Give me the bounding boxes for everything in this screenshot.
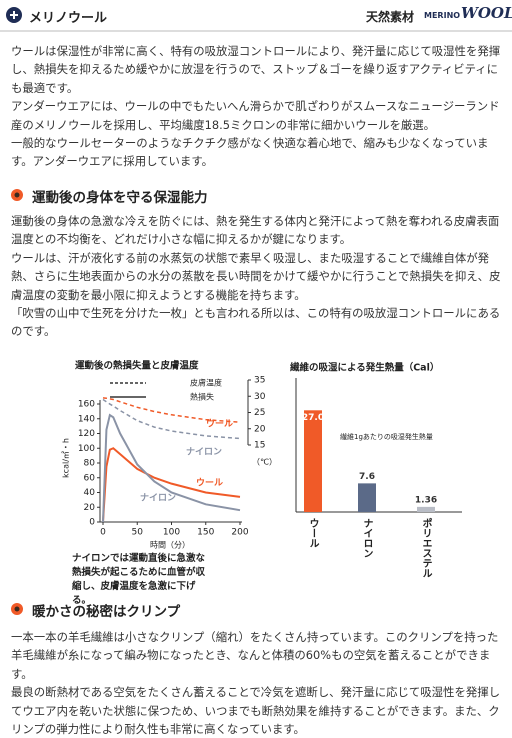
bar <box>304 410 322 512</box>
section-heading: 暖かさの秘密はクリンプ <box>32 604 181 620</box>
series-label: ウール <box>206 419 233 430</box>
y2-tick-label: 25 <box>254 408 265 418</box>
header-title: メリノウール <box>29 11 108 26</box>
bar <box>417 506 435 512</box>
y-axis-label: kcal/㎡・h <box>62 438 71 478</box>
value-label: 7.6 <box>359 472 375 482</box>
chart-note: ナイロンでは運動直後に急激な熱損失が起こるために血管が収縮し、皮膚温度を急激に下… <box>72 553 206 606</box>
section-icon-dot <box>14 192 20 198</box>
x-tick-label: 100 <box>163 528 180 538</box>
paragraph: 運動後の身体の急激な冷えを防ぐには、熱を発生する体内と発汗によって熱を奪われる皮… <box>11 214 500 247</box>
category-label: ナイロン <box>361 518 373 558</box>
series-line <box>102 413 241 523</box>
x-tick-label: 200 <box>231 528 248 538</box>
y2-tick-label: 20 <box>254 424 266 434</box>
legend-label: 熱損失 <box>190 392 214 402</box>
section-heading: 運動後の身体を守る保湿能力 <box>32 190 208 206</box>
y-tick-label: 20 <box>84 503 96 513</box>
category-label: ポリエステル <box>420 517 432 578</box>
y-tick-label: 100 <box>78 444 95 454</box>
chart-title: 繊維の吸湿による発生熱量（Cal） <box>290 362 439 374</box>
series-line <box>102 447 241 523</box>
y2-tick-label: 35 <box>254 376 265 386</box>
legend-label: 皮膚温度 <box>190 378 222 388</box>
y2-tick-label: 30 <box>254 392 266 402</box>
category-label: ウール <box>307 518 319 548</box>
section-icon-dot <box>14 606 20 612</box>
section-body: 一本一本の羊毛繊維は小さなクリンプ（縮れ）をたくさん持っています。このクリンプを… <box>11 628 503 738</box>
series-line <box>102 398 241 440</box>
y-tick-label: 80 <box>84 459 96 469</box>
y-tick-label: 120 <box>78 429 95 439</box>
y-tick-label: 160 <box>78 400 95 410</box>
x-tick-label: 150 <box>197 528 214 538</box>
y-tick-label: 0 <box>89 518 95 528</box>
y2-axis-label: （℃） <box>252 458 277 467</box>
header-tag: 天然素材 <box>366 10 415 24</box>
y2-tick-label: 15 <box>254 441 265 451</box>
x-tick-label: 50 <box>132 528 144 538</box>
y-tick-label: 40 <box>84 488 96 498</box>
y-tick-label: 140 <box>78 414 95 424</box>
x-tick-label: 0 <box>100 528 106 538</box>
paragraph: アンダーウエアには、ウールの中でもたいへん滑らかで肌ざわりがスムースなニュージー… <box>11 99 500 132</box>
x-axis-label: 時間（分） <box>150 541 190 550</box>
paragraph: 最良の断熱材である空気をたくさん蓄えることで冷気を遮断し、発汗量に応じて吸湿性を… <box>11 685 501 737</box>
y-tick-label: 60 <box>84 473 96 483</box>
paragraph: 「吹雪の山中で生死を分けた一枚」とも言われる所以は、この特有の吸放湿コントロール… <box>11 306 501 339</box>
paragraph: 一本一本の羊毛繊維は小さなクリンプ（縮れ）をたくさん持っています。このクリンプを… <box>11 630 499 681</box>
series-label: ナイロン <box>140 493 176 504</box>
series-label: ナイロン <box>186 447 222 458</box>
value-label: 27.0 <box>302 413 324 423</box>
paragraph: 一般的なウールセーターのようなチクチク感がなく快適な着心地で、縮みも少なくなって… <box>11 136 489 169</box>
bar <box>358 483 376 512</box>
paragraph: ウールは、汗が液化する前の水蒸気の状態で素早く吸湿し、また吸湿することで繊維自体… <box>11 250 501 302</box>
logo-small: MERINO <box>424 11 461 20</box>
section-body: 運動後の身体の急激な冷えを防ぐには、熱を発生する体内と発汗によって熱を奪われる皮… <box>11 212 503 341</box>
paragraph: ウールは保湿性が非常に高く、特有の吸放湿コントロールにより、発汗量に応じて吸湿性… <box>11 44 501 95</box>
chart-note: 繊維1gあたりの吸湿発生熱量 <box>340 432 433 441</box>
value-label: 1.36 <box>415 495 437 505</box>
intro: ウールは保湿性が非常に高く、特有の吸放湿コントロールにより、発汗量に応じて吸湿性… <box>11 42 503 171</box>
series-label: ウール <box>196 478 223 489</box>
header-icon-plus <box>10 11 18 19</box>
logo-large: WOOL <box>461 4 512 22</box>
chart-title: 運動後の熱損失量と皮膚温度 <box>75 360 199 372</box>
series-line <box>102 397 241 423</box>
